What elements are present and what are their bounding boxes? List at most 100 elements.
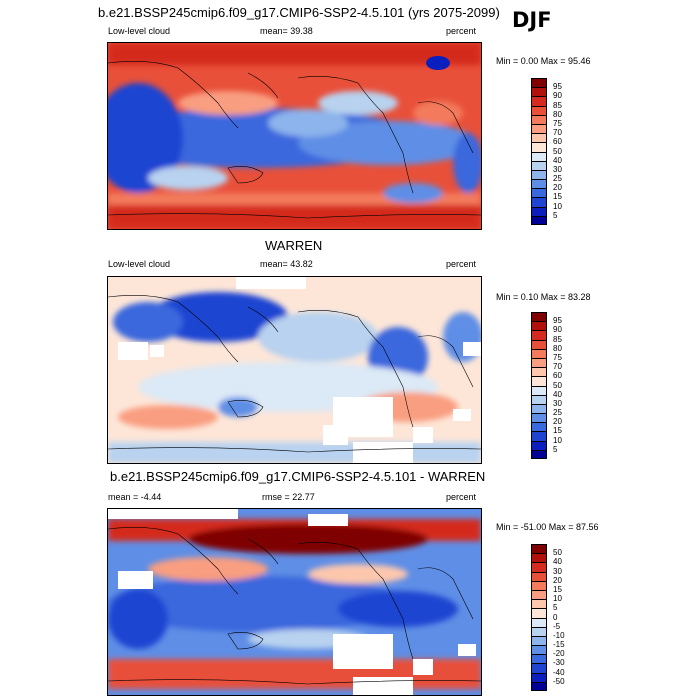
panel2-colorbar-label: 30 (553, 398, 562, 408)
panel2-colorbar-cell (531, 431, 547, 441)
panel2-colorbar-cell (531, 403, 547, 414)
panel3-colorbar-label: 30 (553, 566, 562, 576)
panel3-colorbar-cell (531, 589, 547, 600)
panel1-colorbar-cell (531, 87, 547, 97)
panel1-minmax: Min = 0.00 Max = 95.46 (496, 56, 591, 66)
panel2-units: percent (446, 259, 477, 269)
panel1-colorbar-frame (531, 78, 547, 225)
panel1-colorbar-cell (531, 215, 547, 225)
panel1-colorbar-cell (531, 123, 547, 134)
panel1-colorbar-label: 30 (553, 164, 562, 174)
panel2-colorbar-cell (531, 339, 547, 349)
panel3-colorbar-frame (531, 544, 547, 691)
panel1-colorbar-label: 90 (553, 91, 562, 101)
panel1-colorbar-label: 25 (553, 174, 562, 184)
panel1-colorbar-cell (531, 206, 547, 216)
panel1-colorbar-label: 60 (553, 137, 562, 147)
panel3-colorbar-label: -20 (553, 649, 565, 659)
panel1-map (107, 42, 482, 230)
panel2-colorbar-label: 5 (553, 444, 558, 454)
panel3-colorbar-label: -30 (553, 658, 565, 668)
panel3-colorbar-label: 10 (553, 594, 562, 604)
panel1-title: b.e21.BSSP245cmip6.f09_g17.CMIP6-SSP2-4.… (98, 5, 500, 20)
panel2-colorbar-label: 95 (553, 316, 562, 326)
panel2-colorbar-cell (531, 357, 547, 368)
panel2-colorbar-cell (531, 413, 547, 423)
panel1-mean: mean= 39.38 (260, 26, 313, 36)
panel1-colorbar-cell (531, 142, 547, 152)
panel3-map (107, 508, 482, 696)
panel3-colorbar-label: -10 (553, 630, 565, 640)
panel3-colorbar-cell (531, 617, 547, 627)
panel2-colorbar-label: 70 (553, 362, 562, 372)
panel3-units: percent (446, 492, 477, 502)
panel2-colorbar-cell (531, 449, 547, 459)
panel2-colorbar-label: 90 (553, 325, 562, 335)
panel2-colorbar-cell (531, 348, 547, 358)
panel1-colorbar-cell (531, 188, 547, 198)
panel3-colorbar-label: -40 (553, 667, 565, 677)
panel1-colorbar-cell (531, 169, 547, 180)
panel3-minmax: Min = -51.00 Max = 87.56 (496, 522, 599, 532)
panel1-colorbar-label: 80 (553, 109, 562, 119)
panel1-colorbar-label: 5 (553, 210, 558, 220)
panel3-colorbar-cell (531, 645, 547, 655)
panel1-colorbar-cell (531, 197, 547, 207)
panel2-mean: mean= 43.82 (260, 259, 313, 269)
panel3-colorbar-label: -50 (553, 676, 565, 686)
panel3-mean: mean = -4.44 (108, 492, 162, 502)
panel2-colorbar-cell (531, 376, 547, 386)
panel2-colorbar-cell (531, 312, 547, 322)
panel2-map (107, 276, 482, 464)
panel2-colorbar-label: 10 (553, 435, 562, 445)
panel3-colorbar-cell (531, 635, 547, 646)
panel2-colorbar-label: 15 (553, 426, 562, 436)
panel3-title: b.e21.BSSP245cmip6.f09_g17.CMIP6-SSP2-4.… (110, 469, 486, 484)
panel1-colorbar-cell (531, 105, 547, 115)
panel1-colorbar-cell (531, 179, 547, 189)
panel3-colorbar-cell (531, 544, 547, 554)
panel1-colorbar-label: 15 (553, 192, 562, 202)
panel3-colorbar-cell (531, 663, 547, 673)
panel3-rmse: rmse = 22.77 (262, 492, 315, 502)
panel1-colorbar-label: 75 (553, 118, 562, 128)
panel3-colorbar-cell (531, 654, 547, 664)
panel2-colorbar-cell (531, 422, 547, 432)
panel3-colorbar-cell (531, 580, 547, 590)
panel3-colorbar-cell (531, 599, 547, 609)
panel2-colorbar-cell (531, 321, 547, 331)
panel3-colorbar-cell (531, 681, 547, 691)
panel1-colorbar-cell (531, 160, 547, 170)
panel3-colorbar-cell (531, 571, 547, 581)
panel2-colorbar-cell (531, 440, 547, 450)
panel1-colorbar-label: 95 (553, 82, 562, 92)
panel3-colorbar-cell (531, 626, 547, 636)
panel2-colorbar-label: 80 (553, 343, 562, 353)
panel2-minmax: Min = 0.10 Max = 83.28 (496, 292, 591, 302)
panel3-colorbar-label: -15 (553, 640, 565, 650)
panel2-colorbar-frame (531, 312, 547, 459)
panel2-colorbar-cell (531, 330, 547, 340)
panel1-colorbar-cell (531, 151, 547, 161)
panel2-title: WARREN (265, 238, 323, 253)
panel3-colorbar-label: 0 (553, 612, 558, 622)
panel2-colorbar-label: 85 (553, 334, 562, 344)
panel3-colorbar-label: 40 (553, 557, 562, 567)
panel2-colorbar-cell (531, 394, 547, 404)
panel1-colorbar-cell (531, 78, 547, 88)
panel3-colorbar-label: -5 (553, 621, 561, 631)
panel1-units: percent (446, 26, 477, 36)
panel2-colorbar-label: 20 (553, 417, 562, 427)
season-label: DJF (512, 8, 552, 32)
panel3-colorbar-cell (531, 672, 547, 682)
panel2-colorbar-label: 50 (553, 380, 562, 390)
panel3-colorbar-cell (531, 608, 547, 618)
panel3-colorbar-label: 5 (553, 603, 558, 613)
panel1-colorbar-label: 40 (553, 155, 562, 165)
greenland-low-cloud (426, 56, 450, 70)
panel1-colorbar-cell (531, 114, 547, 124)
panel1-colorbar-label: 70 (553, 128, 562, 138)
panel2-colorbar-label: 60 (553, 371, 562, 381)
panel1-colorbar-label: 20 (553, 183, 562, 193)
panel3-colorbar-label: 20 (553, 575, 562, 585)
